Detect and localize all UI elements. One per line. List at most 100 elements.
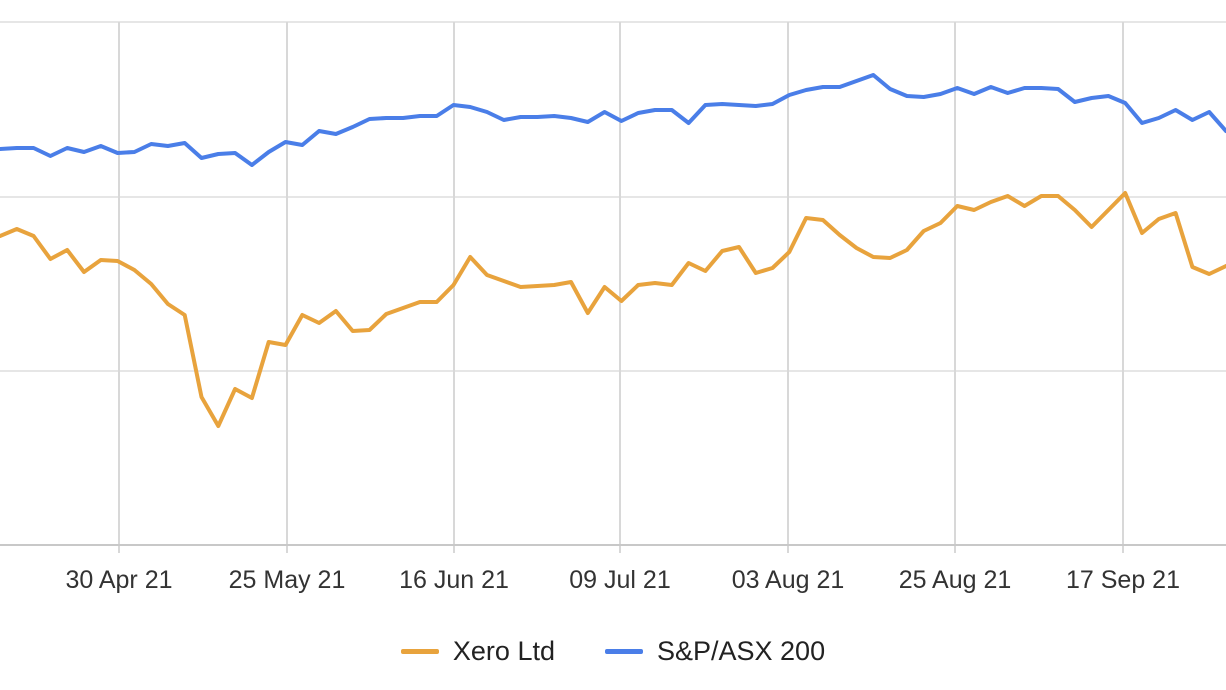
data-point-xero[interactable]	[401, 306, 405, 310]
data-point-asx200[interactable]	[804, 88, 808, 92]
data-point-asx200[interactable]	[267, 150, 271, 154]
data-point-xero[interactable]	[1174, 211, 1178, 215]
data-point-asx200[interactable]	[149, 142, 153, 146]
data-point-xero[interactable]	[0, 234, 2, 238]
legend-item-xero[interactable]: Xero Ltd	[400, 636, 555, 667]
data-point-asx200[interactable]	[1090, 96, 1094, 100]
data-point-asx200[interactable]	[955, 86, 959, 90]
data-point-xero[interactable]	[65, 248, 69, 252]
data-point-xero[interactable]	[468, 255, 472, 259]
data-point-xero[interactable]	[519, 285, 523, 289]
data-point-asx200[interactable]	[720, 102, 724, 106]
data-point-xero[interactable]	[1190, 265, 1194, 269]
data-point-xero[interactable]	[653, 281, 657, 285]
data-point-asx200[interactable]	[199, 156, 204, 160]
data-point-asx200[interactable]	[0, 147, 2, 151]
data-point-asx200[interactable]	[519, 115, 523, 119]
data-point-asx200[interactable]	[922, 95, 926, 99]
data-point-asx200[interactable]	[1022, 86, 1027, 90]
data-point-asx200[interactable]	[972, 92, 976, 96]
data-point-asx200[interactable]	[82, 150, 86, 154]
data-point-xero[interactable]	[871, 255, 875, 259]
data-point-xero[interactable]	[485, 273, 489, 277]
data-point-xero[interactable]	[720, 249, 724, 253]
data-point-asx200[interactable]	[1106, 94, 1110, 98]
data-point-xero[interactable]	[1140, 231, 1144, 235]
data-point-asx200[interactable]	[1174, 108, 1178, 112]
data-point-xero[interactable]	[451, 283, 456, 287]
data-point-asx200[interactable]	[384, 116, 388, 120]
data-point-xero[interactable]	[569, 280, 573, 284]
data-point-xero[interactable]	[972, 208, 976, 212]
data-point-xero[interactable]	[938, 221, 943, 225]
data-point-asx200[interactable]	[838, 85, 842, 89]
data-point-asx200[interactable]	[468, 105, 472, 109]
data-point-asx200[interactable]	[787, 93, 791, 97]
data-point-asx200[interactable]	[418, 114, 422, 118]
data-point-asx200[interactable]	[166, 144, 170, 148]
data-point-asx200[interactable]	[552, 114, 556, 118]
data-point-asx200[interactable]	[687, 121, 691, 125]
data-point-xero[interactable]	[250, 396, 254, 400]
data-point-xero[interactable]	[82, 270, 86, 274]
data-point-asx200[interactable]	[989, 85, 993, 89]
data-point-xero[interactable]	[1039, 194, 1043, 198]
data-point-asx200[interactable]	[31, 146, 36, 150]
data-point-asx200[interactable]	[401, 116, 405, 120]
data-point-xero[interactable]	[888, 256, 892, 260]
data-point-xero[interactable]	[703, 269, 708, 273]
data-point-asx200[interactable]	[116, 151, 120, 155]
data-point-xero[interactable]	[787, 250, 791, 254]
data-point-xero[interactable]	[922, 229, 926, 233]
data-point-xero[interactable]	[199, 395, 204, 399]
data-point-asx200[interactable]	[938, 92, 943, 96]
data-point-xero[interactable]	[48, 257, 53, 261]
series-line-xero[interactable]	[0, 191, 1226, 428]
data-point-xero[interactable]	[754, 271, 758, 275]
data-point-xero[interactable]	[283, 343, 288, 347]
data-point-asx200[interactable]	[334, 132, 338, 136]
data-point-asx200[interactable]	[569, 116, 573, 120]
data-point-xero[interactable]	[418, 300, 422, 304]
data-point-asx200[interactable]	[703, 103, 708, 107]
data-point-asx200[interactable]	[754, 104, 758, 108]
data-point-asx200[interactable]	[1123, 101, 1127, 105]
data-point-asx200[interactable]	[1140, 121, 1144, 125]
data-point-xero[interactable]	[535, 284, 540, 288]
data-point-asx200[interactable]	[283, 140, 288, 144]
data-point-asx200[interactable]	[603, 110, 607, 114]
data-point-asx200[interactable]	[435, 114, 439, 118]
data-point-xero[interactable]	[670, 283, 674, 287]
data-point-xero[interactable]	[1006, 194, 1010, 198]
data-point-xero[interactable]	[821, 218, 825, 222]
data-point-xero[interactable]	[804, 216, 808, 220]
data-point-xero[interactable]	[267, 340, 271, 344]
data-point-asx200[interactable]	[1190, 118, 1194, 122]
data-point-xero[interactable]	[1073, 208, 1077, 212]
data-point-xero[interactable]	[216, 424, 220, 428]
data-point-asx200[interactable]	[670, 108, 674, 112]
data-point-asx200[interactable]	[216, 152, 220, 156]
data-point-xero[interactable]	[183, 313, 187, 317]
data-point-asx200[interactable]	[1056, 87, 1060, 91]
data-point-xero[interactable]	[838, 233, 842, 237]
data-point-xero[interactable]	[636, 283, 640, 287]
data-point-asx200[interactable]	[485, 110, 489, 114]
data-point-asx200[interactable]	[636, 111, 640, 115]
data-point-xero[interactable]	[367, 328, 372, 332]
data-point-xero[interactable]	[384, 312, 388, 316]
data-point-asx200[interactable]	[737, 103, 741, 107]
data-point-asx200[interactable]	[1157, 116, 1161, 120]
data-point-asx200[interactable]	[871, 73, 875, 77]
data-point-asx200[interactable]	[233, 151, 237, 155]
data-point-xero[interactable]	[166, 302, 170, 306]
data-point-xero[interactable]	[116, 259, 120, 263]
data-point-xero[interactable]	[435, 300, 439, 304]
legend-item-asx200[interactable]: S&P/ASX 200	[604, 636, 825, 667]
data-point-xero[interactable]	[1106, 208, 1110, 212]
data-point-xero[interactable]	[334, 309, 338, 313]
data-point-xero[interactable]	[502, 279, 506, 283]
data-point-asx200[interactable]	[300, 143, 304, 147]
data-point-asx200[interactable]	[183, 141, 187, 145]
data-point-xero[interactable]	[552, 283, 556, 287]
